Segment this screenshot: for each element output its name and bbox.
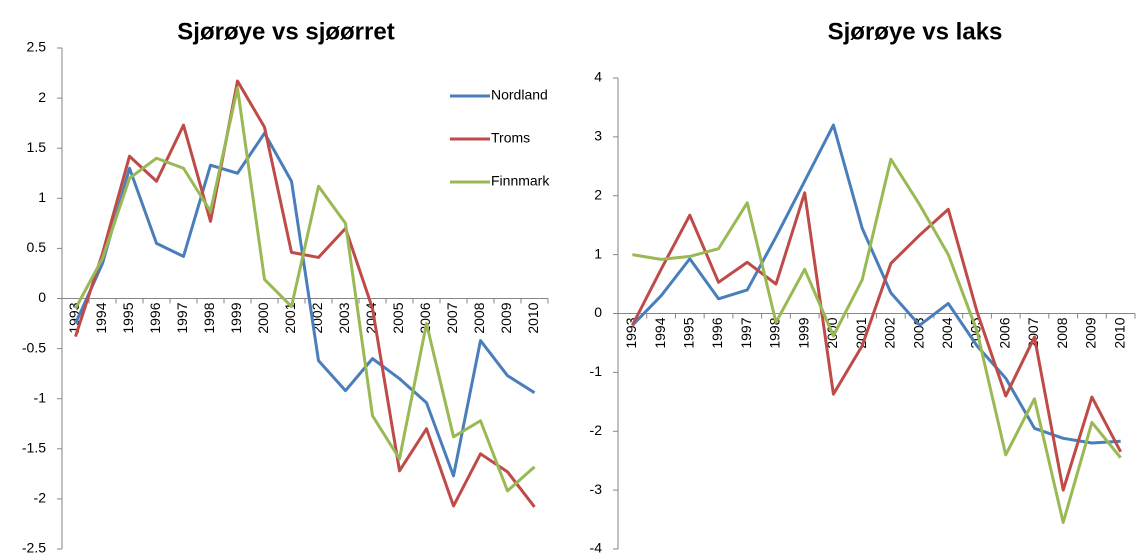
x-tick-label: 2008	[1054, 317, 1070, 348]
legend-label: Nordland	[491, 87, 548, 103]
line	[631, 123, 1121, 445]
x-tick-label: 2007	[1025, 317, 1041, 348]
x-tick-label: 2004	[939, 317, 955, 348]
y-tick-label: -1	[34, 389, 47, 405]
y-tick-label: -2.5	[22, 540, 46, 556]
x-tick-label: 1993	[66, 302, 82, 333]
y-tick-label: 2	[594, 186, 602, 202]
y-tick-label: -1	[590, 363, 603, 379]
x-tick-label: 1998	[201, 302, 217, 333]
line	[632, 157, 1122, 525]
y-tick-label: 1	[594, 245, 602, 261]
x-tick-label: 2008	[471, 302, 487, 333]
y-tick-label: -3	[590, 481, 603, 497]
y-tick-label: 1	[38, 189, 46, 205]
line	[74, 131, 536, 478]
x-tick-label: 2010	[525, 302, 541, 333]
x-tick-label: 1994	[652, 317, 668, 348]
x-tick-label: 2005	[390, 302, 406, 333]
chart-title: Sjørøye vs laks	[828, 18, 1003, 45]
y-tick-label: -2	[34, 490, 47, 506]
x-tick-label: 2002	[882, 317, 898, 348]
x-tick-label: 1995	[120, 302, 136, 333]
x-tick-label: 2007	[444, 302, 460, 333]
x-tick-label: 1996	[147, 302, 163, 333]
y-tick-label: -2	[590, 422, 603, 438]
x-tick-label: 1997	[738, 317, 754, 348]
y-tick-label: -0.5	[22, 339, 46, 355]
x-tick-label: 1997	[174, 302, 190, 333]
y-tick-label: 0	[38, 289, 46, 305]
x-tick-label: 2009	[1083, 317, 1099, 348]
x-tick-label: 2006	[417, 302, 433, 333]
x-tick-label: 1993	[623, 317, 639, 348]
y-tick-label: 4	[594, 69, 602, 85]
x-tick-label: 2009	[498, 302, 514, 333]
legend-label: Troms	[491, 130, 530, 146]
y-tick-label: 0	[594, 304, 602, 320]
x-tick-label: 1995	[681, 317, 697, 348]
x-tick-label: 2003	[336, 302, 352, 333]
x-tick-label: 1999	[228, 302, 244, 333]
x-tick-label: 2006	[996, 317, 1012, 348]
line	[74, 86, 536, 493]
x-tick-label: 2000	[255, 302, 271, 333]
legend-label: Finnmark	[491, 173, 550, 189]
y-tick-label: 1.5	[27, 139, 47, 155]
y-tick-label: -1.5	[22, 440, 46, 456]
y-tick-label: 2	[38, 89, 46, 105]
y-tick-label: -4	[590, 540, 603, 556]
x-tick-label: 1994	[93, 302, 109, 333]
x-tick-label: 2001	[282, 302, 298, 333]
x-tick-label: 2010	[1111, 317, 1127, 348]
x-tick-label: 1996	[709, 317, 725, 348]
x-tick-label: 2003	[910, 317, 926, 348]
line	[631, 191, 1122, 492]
y-tick-label: 3	[594, 128, 602, 144]
line	[74, 79, 536, 508]
chart: Sjørøye vs laks -4 -3 -2 -1 0 1 2 3 4 1993 1994 1995…	[590, 18, 1136, 556]
chart-title: Sjørøye vs sjøørret	[177, 18, 394, 45]
x-tick-label: 1999	[795, 317, 811, 348]
x-tick-label: 1998	[767, 317, 783, 348]
y-tick-label: 2.5	[27, 39, 47, 55]
chart: Sjørøye vs sjøørret -2.5 -2 -1.5 -1 -0.5 0 0.5 1…	[22, 18, 550, 555]
y-tick-label: 0.5	[27, 239, 47, 255]
